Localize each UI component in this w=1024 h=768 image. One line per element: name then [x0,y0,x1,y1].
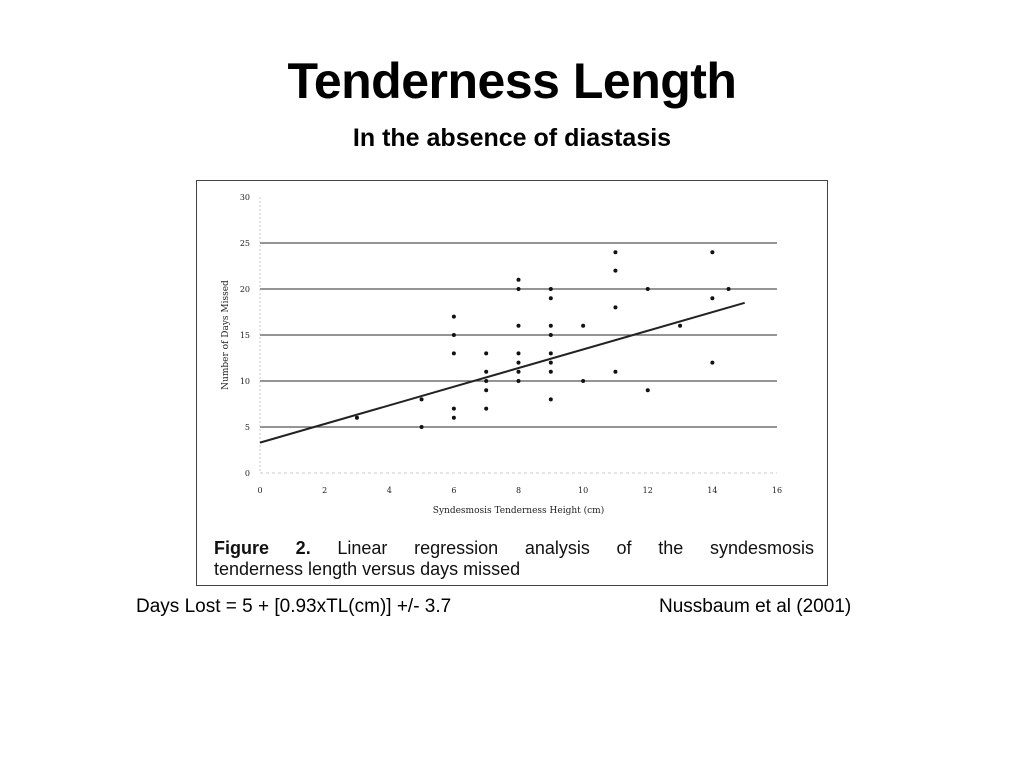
data-point [451,406,456,411]
data-point [726,287,731,291]
data-point [354,415,359,420]
x-tick-label-8: 8 [516,486,521,495]
data-point [516,323,521,328]
x-tick-label-14: 14 [707,486,717,495]
y-tick-label-20: 20 [240,285,250,294]
data-point [484,379,489,383]
data-point [419,425,424,429]
data-point [613,268,618,273]
regression-line [259,301,745,444]
data-point [548,397,553,402]
y-axis-label: Number of Days Missed [221,280,231,390]
caption-lead: Figure 2. [214,538,311,558]
scatter-chart: 0 5 10 15 20 25 30 0 2 4 6 8 10 12 14 16 Syndesmosis Ten… [221,193,782,516]
y-tick-label-0: 0 [245,469,250,478]
data-point [678,323,683,328]
data-point [548,296,553,301]
slide-title: Tenderness Length [287,53,737,109]
caption-line-2: tenderness length versus days missed [214,559,521,579]
data-point [613,305,618,310]
data-point [484,351,489,356]
data-point [484,388,489,393]
data-point [645,287,650,291]
data-point [548,287,553,291]
data-point [516,360,521,365]
data-point [419,397,424,402]
data-point [548,333,553,337]
data-point [613,250,618,255]
x-tick-label-16: 16 [772,486,782,495]
x-tick-label-0: 0 [257,486,262,495]
x-tick-label-6: 6 [451,486,456,495]
data-point [645,388,650,393]
data-point [548,360,553,365]
caption-line-1: Linear regression analysis of the syndes… [337,538,814,558]
data-point [516,369,521,374]
y-tick-label-5: 5 [245,423,250,432]
data-point [516,351,521,356]
slide-subtitle: In the absence of diastasis [352,124,672,152]
data-point [516,277,521,282]
x-tick-label-10: 10 [578,486,588,495]
data-point [710,360,715,365]
data-point [710,296,715,301]
figure-panel: 0 5 10 15 20 25 30 0 2 4 6 8 10 12 14 16 Syndesmosis Ten… [196,180,828,586]
data-point [548,323,553,328]
data-point [613,369,618,374]
x-axis-label: Syndesmosis Tenderness Height (cm) [433,505,604,516]
data-point [548,351,553,356]
data-point [516,379,521,383]
data-point [451,314,456,319]
data-point [581,379,586,383]
y-tick-label-30: 30 [240,193,250,202]
data-point [451,415,456,420]
data-point [581,323,586,328]
x-tick-label-2: 2 [322,486,327,495]
regression-formula: Days Lost = 5 + [0.93xTL(cm)] +/- 3.7 [136,596,452,617]
data-point [484,406,489,411]
y-tick-label-25: 25 [240,239,250,248]
x-tick-label-12: 12 [643,486,653,495]
data-point [548,369,553,374]
data-point [451,351,456,356]
data-point [484,369,489,374]
data-point [451,333,456,337]
data-point [516,287,521,291]
x-tick-label-4: 4 [387,486,392,495]
figure-caption: Figure 2. Linear regression analysis of … [214,538,814,580]
data-point [710,250,715,255]
y-tick-label-10: 10 [240,377,250,386]
y-tick-label-15: 15 [240,331,250,340]
citation: Nussbaum et al (2001) [659,596,852,617]
